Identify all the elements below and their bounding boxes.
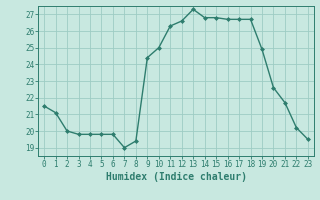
X-axis label: Humidex (Indice chaleur): Humidex (Indice chaleur)	[106, 172, 246, 182]
